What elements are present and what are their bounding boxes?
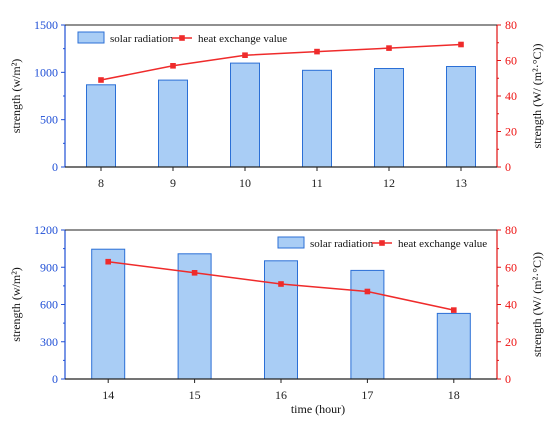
bar-18 [436,312,471,380]
chart-1: 0 500 1000 1500 0 20 40 60 80 8 9 10 11 12 13 strength … [9,18,544,190]
heat-exchange-point-14 [105,258,111,265]
heat-exchange-point-10 [242,52,248,58]
bar-16 [264,260,298,380]
left-tick-label: 0 [52,160,58,174]
x-tick-label: 10 [239,176,251,190]
right-tick-label: 0 [505,160,511,174]
left-tick-label: 1000 [34,65,58,79]
bar-8 [86,84,116,168]
right-tick-label: 40 [505,298,517,312]
x-tick-label: 18 [448,388,460,402]
left-axis-title: strength (w/m²) [9,267,23,342]
bar-14 [91,248,126,380]
heat-exchange-point-11 [314,48,320,55]
legend-line-label: heat exchange value [398,238,487,250]
heat-exchange-point-8 [98,77,104,83]
x-tick-label: 16 [275,388,287,402]
bar-13 [446,66,476,168]
right-tick-label: 80 [505,223,517,237]
legend-line-marker [379,240,385,246]
heat-exchange-point-17 [364,288,371,295]
bar-11 [302,69,332,168]
x-tick-label: 9 [170,176,176,190]
x-tick-label: 11 [311,176,323,190]
heat-exchange-point-13 [458,41,464,48]
left-tick-label: 300 [40,335,58,349]
left-tick-label: 1500 [34,18,58,32]
x-axis-title: time (hour) [291,402,345,416]
bar-17 [350,269,385,380]
right-axis-title: strength (W/ (m²·°C)) [530,252,544,357]
heat-exchange-point-16 [278,281,284,287]
legend-bar-label: solar radiation [110,33,174,45]
heat-exchange-point-12 [386,45,392,51]
left-tick-label: 600 [40,298,58,312]
left-tick-label: 1200 [34,223,58,237]
bar-9 [158,79,188,168]
legend: solar radiation heat exchange value [277,236,487,250]
heat-exchange-line [100,43,462,81]
heat-exchange-point-18 [451,307,457,313]
x-tick-label: 13 [455,176,467,190]
legend-bar-swatch [277,236,305,249]
right-tick-label: 20 [505,125,517,139]
chart-2: 0 300 600 900 1200 0 20 40 60 80 14 15 16 17 18 strengt… [9,223,544,416]
right-axis-title: strength (W/ (m²·°C)) [530,43,544,148]
left-tick-label: 900 [40,260,58,274]
x-tick-label: 15 [189,388,201,402]
legend-bar-label: solar radiation [310,238,374,250]
x-tick-label: 8 [98,176,104,190]
heat-exchange-point-9 [170,63,176,69]
right-tick-label: 60 [505,54,517,68]
bar-12 [374,68,404,168]
x-tick-label: 12 [383,176,395,190]
right-tick-label: 80 [505,18,517,32]
left-tick-label: 500 [40,113,58,127]
legend-bar-swatch [77,31,105,44]
legend: solar radiation heat exchange value [77,31,287,45]
right-tick-label: 0 [505,372,511,386]
left-tick-label: 0 [52,372,58,386]
x-tick-label: 17 [361,388,373,402]
left-axis-title: strength (w/m²) [9,59,23,134]
bar-10 [230,62,260,168]
legend-line-marker [179,35,185,41]
right-tick-label: 60 [505,260,517,274]
heat-exchange-point-15 [191,270,198,276]
x-tick-label: 14 [102,388,114,402]
legend-line-label: heat exchange value [198,33,287,45]
right-tick-label: 20 [505,335,517,349]
right-tick-label: 40 [505,89,517,103]
